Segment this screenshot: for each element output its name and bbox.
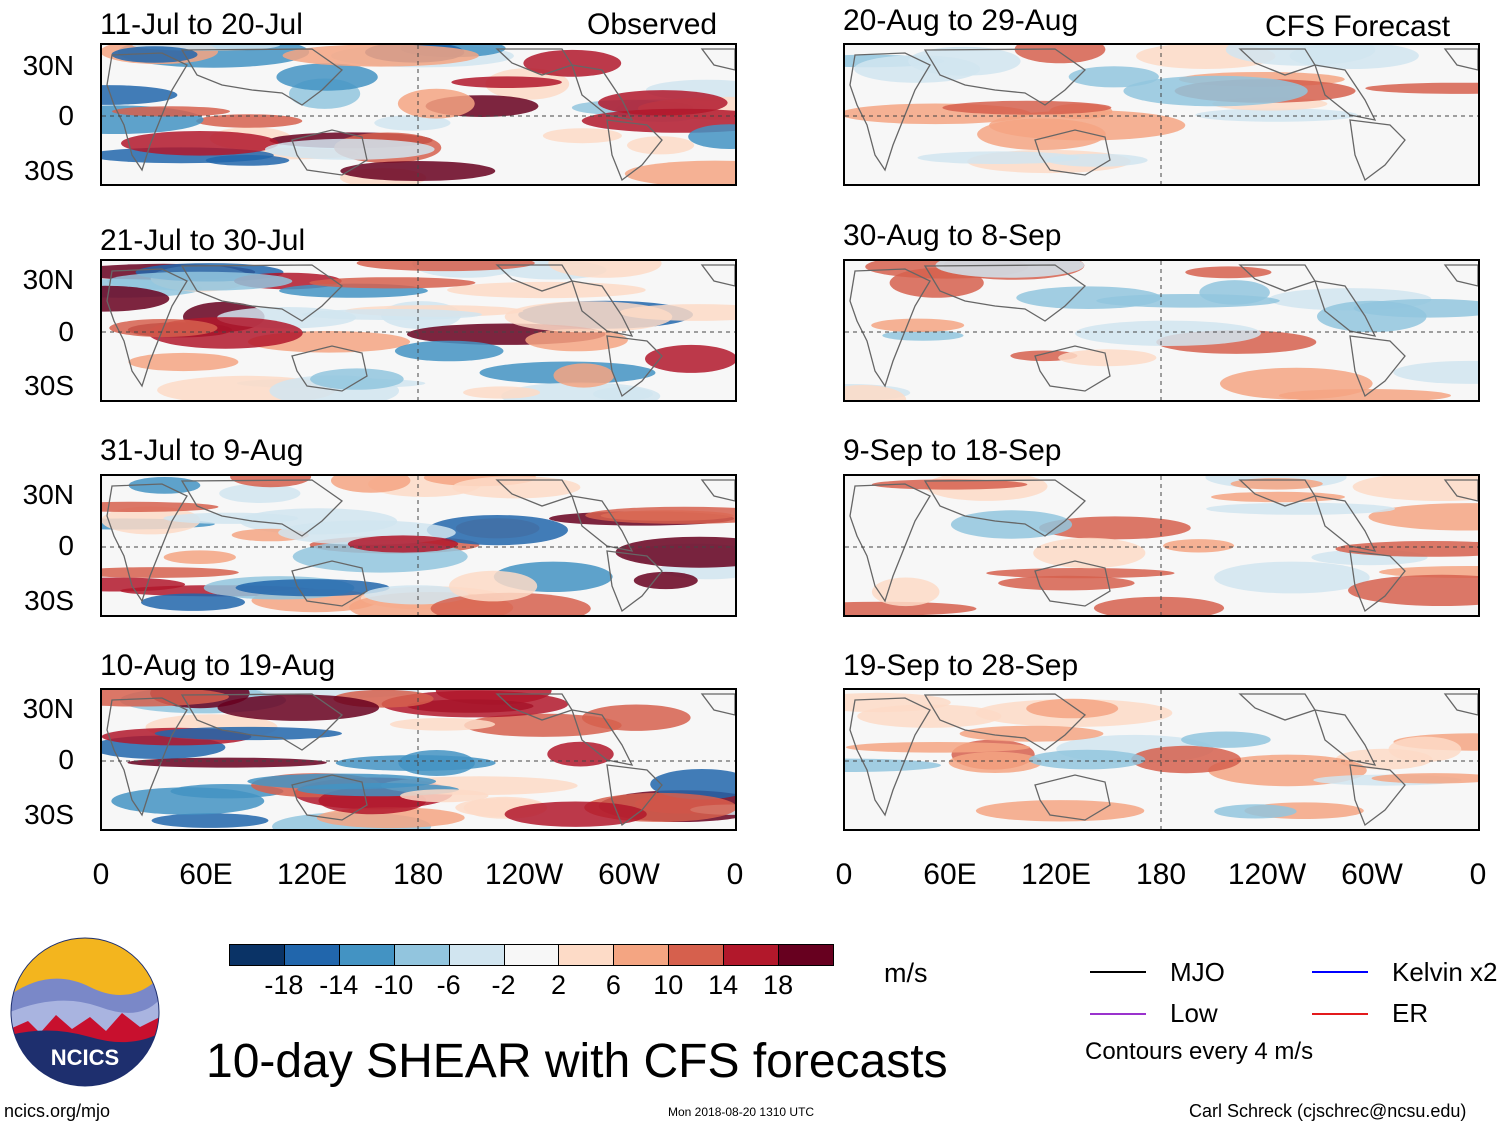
- legend-line-kelvin: [1312, 971, 1368, 973]
- shear-field: [845, 690, 1478, 829]
- y-label-30n: 30N: [22, 693, 74, 724]
- forecast-label: CFS Forecast: [1265, 10, 1451, 43]
- y-label-30s: 30S: [24, 585, 74, 616]
- colorbar-swatch: [338, 944, 395, 966]
- panel-title-5: 20-Aug to 29-Aug: [843, 4, 1079, 37]
- ncics-logo: NCICS: [10, 937, 160, 1087]
- colorbar-swatch: [723, 944, 780, 966]
- x-label: 120E: [1020, 858, 1092, 891]
- legend-label-low: Low: [1170, 998, 1218, 1028]
- legend-line-low: [1090, 1013, 1146, 1015]
- shear-field: [102, 45, 735, 184]
- panel-title-2: 21-Jul to 30-Jul: [100, 224, 306, 257]
- panel-title-8: 19-Sep to 28-Sep: [843, 649, 1079, 682]
- colorbar-swatch: [448, 944, 505, 966]
- x-label: 60E: [179, 858, 233, 891]
- colorbar-label: -18: [264, 970, 304, 1000]
- x-label: 120W: [1227, 858, 1307, 891]
- map-panel-2[interactable]: [100, 259, 737, 402]
- y-label-30n: 30N: [22, 479, 74, 510]
- colorbar-label: -14: [319, 970, 359, 1000]
- map-panel-5[interactable]: [843, 43, 1480, 186]
- panel-title-3: 31-Jul to 9-Aug: [100, 434, 304, 467]
- y-label-30s: 30S: [24, 370, 74, 401]
- colorbar-label: -10: [374, 970, 414, 1000]
- colorbar-swatch: [778, 944, 834, 966]
- observed-label: Observed: [587, 8, 718, 41]
- legend-label-kelvin: Kelvin x2: [1392, 957, 1498, 987]
- legend-line-mjo: [1090, 971, 1146, 973]
- colorbar-units: m/s: [884, 958, 928, 988]
- legend-line-er: [1312, 1013, 1368, 1015]
- y-label-30n: 30N: [22, 50, 74, 81]
- colorbar-label: 2: [550, 970, 566, 1000]
- x-label: 60W: [1341, 858, 1403, 891]
- colorbar: [229, 944, 834, 968]
- colorbar-swatch: [668, 944, 725, 966]
- x-label: 180: [392, 858, 444, 891]
- y-label-eq: 0: [58, 100, 74, 131]
- map-panel-4[interactable]: [100, 688, 737, 831]
- y-label-eq: 0: [58, 530, 74, 561]
- panel-title-7: 9-Sep to 18-Sep: [843, 434, 1062, 467]
- x-label: 0: [726, 858, 744, 891]
- colorbar-swatch: [558, 944, 615, 966]
- y-label-eq: 0: [58, 744, 74, 775]
- x-label: 60W: [598, 858, 660, 891]
- colorbar-swatch: [503, 944, 560, 966]
- colorbar-label: 10: [653, 970, 684, 1000]
- x-label: 180: [1135, 858, 1187, 891]
- x-label: 0: [1469, 858, 1487, 891]
- shear-field: [845, 476, 1478, 615]
- colorbar-swatch: [613, 944, 670, 966]
- footer-timestamp: Mon 2018-08-20 1310 UTC: [668, 1105, 815, 1119]
- legend-label-er: ER: [1392, 998, 1429, 1028]
- colorbar-label: -2: [491, 970, 516, 1000]
- colorbar-label: 14: [708, 970, 739, 1000]
- x-label: 120W: [484, 858, 564, 891]
- colorbar-label: 18: [763, 970, 794, 1000]
- shear-field: [102, 690, 735, 829]
- colorbar-label: -6: [436, 970, 461, 1000]
- y-label-30s: 30S: [24, 155, 74, 186]
- shear-field: [102, 476, 735, 615]
- x-label: 0: [835, 858, 853, 891]
- map-panel-7[interactable]: [843, 474, 1480, 617]
- y-label-eq: 0: [58, 316, 74, 347]
- shear-field: [845, 45, 1478, 184]
- shear-field: [102, 261, 735, 400]
- shear-field: [845, 261, 1478, 400]
- legend-note: Contours every 4 m/s: [1085, 1038, 1314, 1065]
- colorbar-swatch: [393, 944, 450, 966]
- colorbar-swatch: [283, 944, 340, 966]
- footer-website[interactable]: ncics.org/mjo: [4, 1101, 111, 1121]
- main-title: 10-day SHEAR with CFS forecasts: [206, 1035, 948, 1088]
- map-panel-3[interactable]: [100, 474, 737, 617]
- colorbar-label: 6: [605, 970, 621, 1000]
- panel-title-1: 11-Jul to 20-Jul: [100, 8, 303, 41]
- y-label-30n: 30N: [22, 264, 74, 295]
- y-label-30s: 30S: [24, 799, 74, 830]
- x-label: 120E: [276, 858, 348, 891]
- x-label: 0: [92, 858, 110, 891]
- logo-text: NCICS: [51, 1045, 119, 1070]
- footer-author: Carl Schreck (cjschrec@ncsu.edu): [1189, 1101, 1467, 1121]
- panel-title-6: 30-Aug to 8-Sep: [843, 219, 1062, 252]
- colorbar-swatch: [229, 944, 285, 966]
- map-panel-1[interactable]: [100, 43, 737, 186]
- x-label: 60E: [923, 858, 977, 891]
- map-panel-8[interactable]: [843, 688, 1480, 831]
- legend-label-mjo: MJO: [1170, 957, 1225, 987]
- panel-title-4: 10-Aug to 19-Aug: [100, 649, 336, 682]
- map-panel-6[interactable]: [843, 259, 1480, 402]
